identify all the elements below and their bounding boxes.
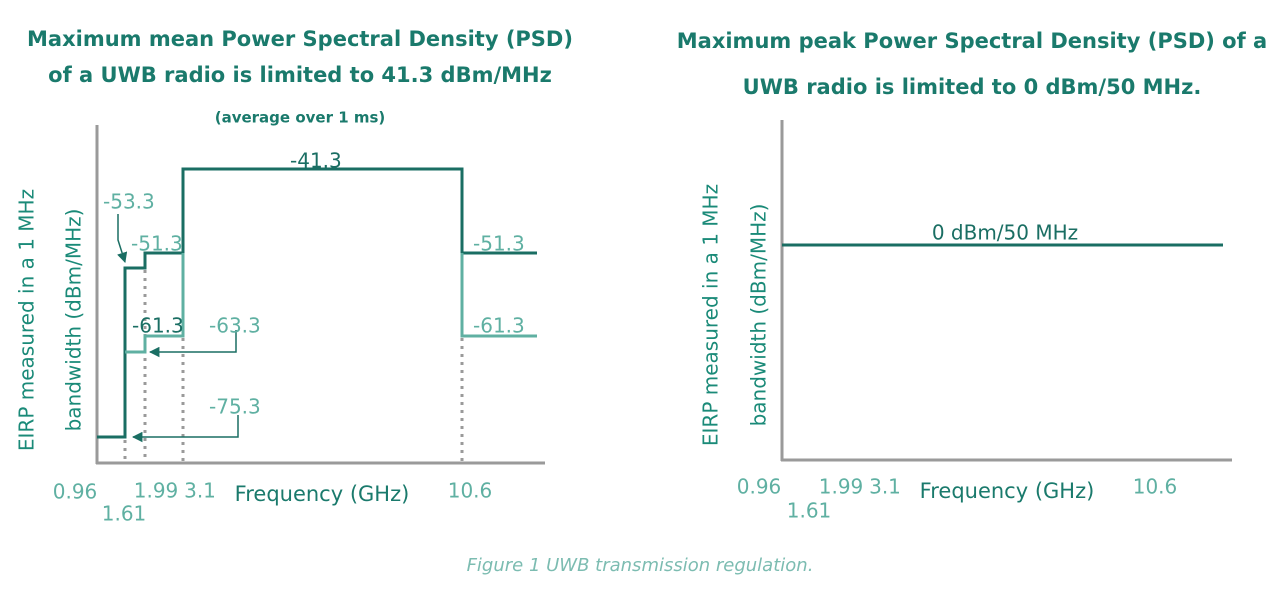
- mean-psd-mask: [97, 167, 537, 439]
- x-tick-label: 3.1: [184, 479, 216, 503]
- left-note: (average over 1 ms): [215, 109, 386, 127]
- left-title: of a UWB radio is limited to 41.3 dBm/MH…: [48, 63, 552, 87]
- level-label: -63.3: [209, 314, 261, 338]
- y-axis-label: EIRP measured in a 1 MHz: [699, 184, 723, 446]
- left-axes: [95, 125, 545, 465]
- mean-psd-mask-alt: [125, 253, 185, 354]
- level-label: -51.3: [131, 232, 183, 256]
- level-label: -75.3: [209, 395, 261, 419]
- arrows: [117, 214, 239, 443]
- x-tick-label: 1.99: [134, 479, 179, 503]
- x-tick-label: 0.96: [737, 475, 782, 499]
- x-tick-label: 10.6: [1133, 475, 1178, 499]
- level-label: -61.3: [132, 314, 184, 338]
- y-axis-label: bandwidth (dBm/MHz): [62, 209, 86, 432]
- y-axis-label: bandwidth (dBm/MHz): [747, 204, 771, 427]
- figure-caption: Figure 1 UWB transmission regulation.: [467, 555, 814, 576]
- x-tick-label: 3.1: [869, 475, 901, 499]
- x-axis-label: Frequency (GHz): [920, 479, 1095, 503]
- y-axis-label: EIRP measured in a 1 MHz: [15, 189, 39, 451]
- left-title: Maximum mean Power Spectral Density (PSD…: [27, 27, 573, 51]
- level-label: -51.3: [473, 232, 525, 256]
- dotted-guides: [123, 270, 464, 462]
- level-label: 0 dBm/50 MHz: [932, 221, 1078, 245]
- x-tick-label: 10.6: [448, 479, 493, 503]
- right-title: UWB radio is limited to 0 dBm/50 MHz.: [743, 75, 1202, 99]
- level-label: -41.3: [290, 149, 342, 173]
- x-tick-label: 0.96: [53, 480, 98, 504]
- right-title: Maximum peak Power Spectral Density (PSD…: [677, 29, 1267, 53]
- mean-psd-mask-alt: [460, 253, 537, 338]
- level-label: -53.3: [103, 190, 155, 214]
- level-label: -61.3: [473, 314, 525, 338]
- x-axis-label: Frequency (GHz): [235, 482, 410, 506]
- x-tick-label: 1.61: [102, 502, 147, 526]
- right-axes: [780, 120, 1232, 462]
- x-tick-label: 1.99: [819, 475, 864, 499]
- x-tick-label: 1.61: [787, 499, 832, 523]
